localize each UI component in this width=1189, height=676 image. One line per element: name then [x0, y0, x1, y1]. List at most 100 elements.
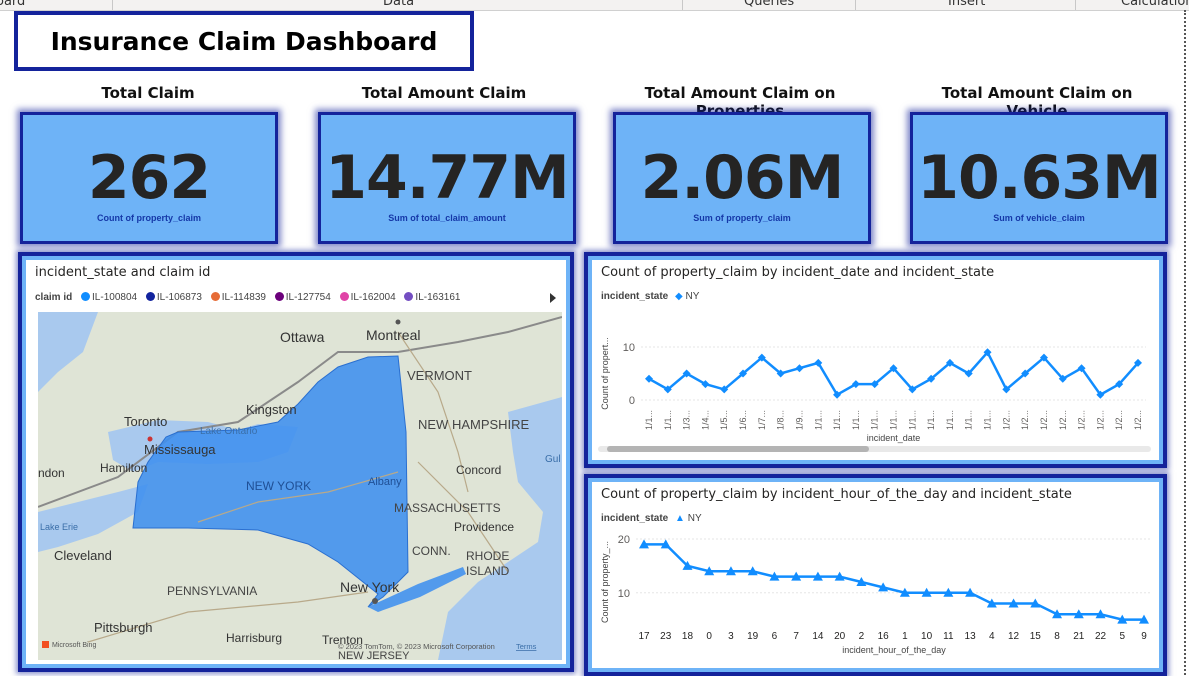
data-point[interactable] [1052, 609, 1063, 619]
data-point[interactable] [889, 364, 898, 373]
data-point[interactable] [769, 571, 780, 581]
horizontal-scrollbar[interactable] [607, 446, 869, 452]
legend-dot-icon [274, 292, 284, 301]
data-point[interactable] [1134, 358, 1142, 367]
data-point[interactable] [851, 380, 860, 389]
x-tick-label: 2 [859, 631, 865, 642]
x-tick-label: 1/1... [945, 410, 955, 430]
kpi-card-vehicle-claim[interactable]: 10.63M Sum of vehicle_claim [910, 112, 1168, 244]
data-point[interactable] [1002, 385, 1011, 394]
chart2-legend-title: incident_state [601, 513, 669, 524]
data-point[interactable] [927, 374, 936, 383]
legend-item[interactable]: IL-162004 [350, 292, 396, 303]
place-montreal: Montreal [366, 327, 420, 343]
legend-item[interactable]: IL-163161 [415, 292, 461, 303]
legend-item[interactable]: IL-127754 [285, 292, 331, 303]
x-axis-label: incident_date [867, 433, 921, 443]
place-albany: Albany [368, 476, 402, 488]
x-tick-label: 1/1... [907, 410, 917, 430]
data-point[interactable] [725, 566, 736, 576]
data-point[interactable] [899, 587, 910, 597]
chart2-title: Count of property_claim by incident_hour… [601, 487, 1072, 502]
legend-dot-icon [145, 292, 155, 301]
chart-panel-by-date[interactable]: Count of property_claim by incident_date… [584, 252, 1167, 468]
legend-item[interactable]: IL-106873 [156, 292, 202, 303]
kpi-card-total-claim[interactable]: 262 Count of property_claim [20, 112, 278, 244]
data-point[interactable] [1039, 353, 1048, 362]
data-point[interactable] [1058, 374, 1067, 383]
x-tick-label: 1/1... [870, 410, 880, 430]
ribbon-tab-dashboard[interactable]: oard [0, 0, 26, 9]
chart-panel-by-hour[interactable]: Count of property_claim by incident_hour… [584, 474, 1167, 676]
data-point[interactable] [663, 385, 672, 394]
chart1-legend-series[interactable]: NY [685, 291, 700, 302]
data-point[interactable] [964, 369, 973, 378]
x-tick-label: 22 [1095, 631, 1107, 642]
map-canvas[interactable]: Ottawa Montreal VERMONT Kingston Toronto… [38, 312, 562, 660]
data-point[interactable] [856, 577, 867, 586]
data-point[interactable] [739, 369, 748, 378]
data-point[interactable] [682, 560, 693, 570]
data-point[interactable] [1073, 609, 1084, 619]
data-point[interactable] [1008, 598, 1019, 608]
ribbon-tab-queries[interactable]: Queries [744, 0, 795, 9]
legend-item[interactable]: IL-100804 [92, 292, 138, 303]
data-point[interactable] [943, 587, 954, 597]
data-point[interactable] [776, 369, 785, 378]
kpi-card-total-amount-claim[interactable]: 14.77M Sum of total_claim_amount [318, 112, 576, 244]
chart2-legend: incident_state ▲ NY [601, 513, 702, 524]
water-area [38, 312, 98, 392]
data-point[interactable] [1030, 598, 1041, 608]
data-point[interactable] [1095, 609, 1106, 619]
long-island-region[interactable] [368, 567, 466, 612]
data-point[interactable] [660, 539, 671, 549]
x-tick-label: 23 [660, 631, 672, 642]
data-point[interactable] [814, 358, 823, 367]
data-point[interactable] [639, 539, 649, 549]
x-tick-label: 16 [878, 631, 890, 642]
kpi-card-properties-claim[interactable]: 2.06M Sum of property_claim [613, 112, 871, 244]
x-tick-label: 1/1... [644, 410, 654, 430]
data-point[interactable] [870, 380, 879, 389]
ribbon-tab-calculation[interactable]: Calculation [1121, 0, 1189, 9]
data-point[interactable] [921, 587, 932, 597]
ribbon-tab-insert[interactable]: Insert [948, 0, 986, 9]
data-point[interactable] [812, 571, 823, 581]
data-point[interactable] [878, 582, 889, 592]
data-point[interactable] [983, 348, 992, 357]
data-point[interactable] [908, 385, 917, 394]
chart2-legend-series[interactable]: NY [687, 513, 702, 524]
data-point[interactable] [986, 598, 997, 608]
data-point[interactable] [1077, 364, 1086, 373]
data-point[interactable] [1139, 614, 1149, 624]
road [197, 471, 399, 523]
data-point[interactable] [795, 364, 804, 373]
data-point[interactable] [945, 358, 954, 367]
data-point[interactable] [757, 353, 766, 362]
data-point[interactable] [1115, 380, 1124, 389]
map-visual[interactable]: incident_state and claim id claim id IL-… [18, 252, 574, 672]
kpi-label-vehicle-claim: Total Amount Claim on Vehicle [941, 84, 1133, 120]
data-point[interactable] [833, 390, 842, 399]
legend-next-arrow-icon[interactable] [549, 293, 557, 303]
ribbon-tab-data[interactable]: Data [383, 0, 415, 9]
place-pennsylvania: PENNSYLVANIA [167, 584, 257, 598]
data-point[interactable] [791, 571, 802, 581]
data-point[interactable] [1117, 614, 1128, 624]
data-point[interactable] [720, 385, 729, 394]
data-point[interactable] [747, 566, 758, 576]
data-point[interactable] [1096, 390, 1105, 399]
data-point[interactable] [834, 571, 845, 581]
data-point[interactable] [645, 374, 653, 383]
x-tick-label: 10 [921, 631, 933, 642]
data-point[interactable] [965, 587, 976, 597]
data-point[interactable] [704, 566, 715, 576]
data-point[interactable] [701, 380, 710, 389]
legend-item[interactable]: IL-114839 [221, 292, 266, 303]
data-point[interactable] [682, 369, 691, 378]
map-terms-link[interactable]: Terms [516, 642, 537, 651]
data-point[interactable] [1021, 369, 1030, 378]
place-concord: Concord [456, 463, 501, 477]
chart1-plot[interactable]: 0 10 Count of propert... 1/1... 1/1... 1/3...… [592, 260, 1159, 460]
